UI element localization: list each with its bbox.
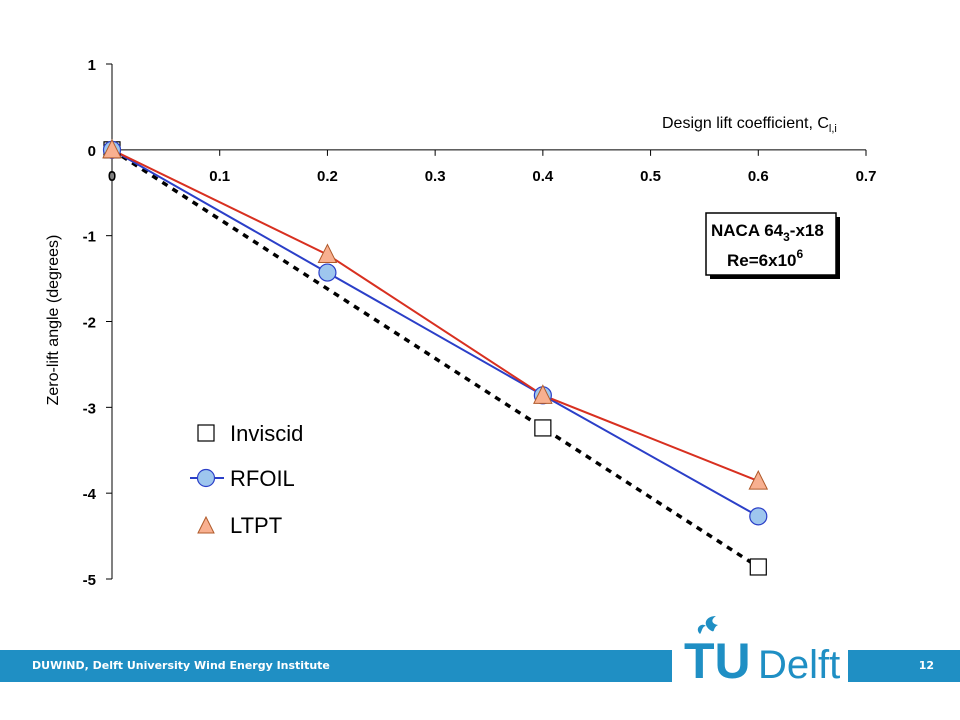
data-point-ltpt: [317, 243, 338, 264]
tu-delft-logo: TU Delft: [672, 612, 848, 689]
logo-delft-text: Delft: [758, 643, 840, 687]
legend-label-rfoil: RFOIL: [230, 466, 295, 491]
y-axis-title: Zero-lift angle (degrees): [45, 235, 62, 406]
data-point-ltpt: [533, 384, 553, 404]
x-tick-label: 0.3: [425, 168, 446, 185]
legend-label-inviscid: Inviscid: [230, 421, 303, 446]
data-point-rfoil: [318, 263, 337, 282]
y-tick-label: -5: [83, 572, 96, 589]
x-tick-label: 0.4: [532, 168, 554, 185]
y-tick-label: 0: [88, 143, 96, 160]
legend-item-inviscid: Inviscid: [197, 421, 303, 446]
x-tick-label: 0.7: [856, 168, 877, 185]
x-tick-label: 0.5: [640, 168, 661, 185]
y-tick-label: -2: [83, 315, 96, 332]
x-tick-label: 0: [108, 168, 116, 185]
y-tick-label: -4: [83, 486, 97, 503]
footer-institute-text: DUWIND, Delft University Wind Energy Ins…: [32, 659, 330, 672]
legend-item-ltpt: LTPT: [197, 513, 282, 538]
legend-label-ltpt: LTPT: [230, 513, 282, 538]
x-tick-label: 0.6: [748, 168, 769, 185]
annotation-airfoil: NACA 643-x18: [711, 221, 824, 244]
legend-triangle-marker: [197, 515, 215, 534]
annotation-box: NACA 643-x18 Re=6x106: [705, 212, 840, 279]
y-tick-label: 1: [88, 57, 96, 74]
x-axis-title: Design lift coefficient, Cl,i: [662, 115, 837, 135]
x-tick-label: 0.2: [317, 168, 338, 185]
series-line-rfoil: [111, 148, 759, 518]
page-number: 12: [918, 659, 934, 672]
flame-swirl-icon: [697, 624, 706, 634]
chart: 1 0 -1 -2 -3 -4 -5 0 0.1 0.2 0.3 0.4 0.5 0.6 0.7 Desig…: [45, 57, 877, 589]
series-line-ltpt: [111, 148, 759, 483]
data-point-ltpt: [102, 138, 122, 159]
flame-icon: [705, 616, 718, 632]
data-point-inviscid: [749, 558, 767, 576]
series-line-inviscid: [111, 148, 760, 569]
y-tick-label: -3: [83, 400, 96, 417]
x-axis-title-sub: l,i: [829, 123, 837, 135]
legend: Inviscid RFOIL LTPT: [190, 421, 303, 538]
data-point-inviscid: [534, 419, 552, 437]
y-tick-label: -1: [83, 229, 96, 246]
logo-graphic: TU Delft: [684, 616, 840, 689]
legend-circle-marker: [196, 468, 216, 488]
legend-item-rfoil: RFOIL: [190, 466, 295, 491]
data-point-ltpt: [748, 470, 769, 490]
logo-tu-text: TU: [684, 633, 751, 688]
legend-square-marker: [197, 424, 215, 442]
x-tick-label: 0.1: [209, 168, 230, 185]
data-point-rfoil: [749, 507, 768, 526]
annotation-reynolds: Re=6x106: [727, 247, 803, 270]
